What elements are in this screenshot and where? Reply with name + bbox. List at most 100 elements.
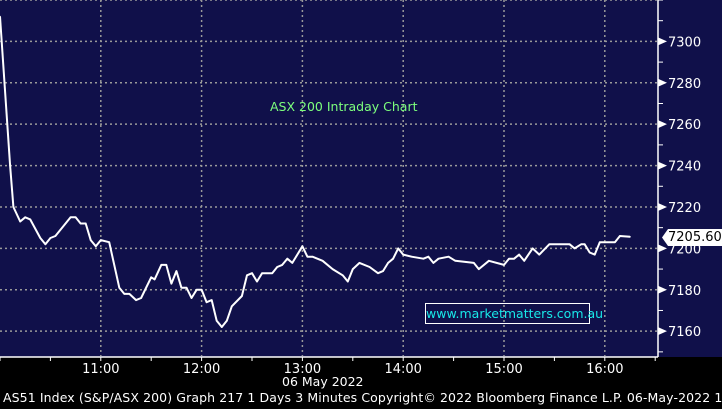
- data-point: [341, 274, 344, 277]
- data-point: [382, 270, 384, 272]
- data-point: [629, 235, 631, 238]
- x-tick-label: 14:00: [384, 362, 421, 377]
- y-tick-marker: [658, 327, 667, 336]
- data-point: [281, 264, 284, 266]
- data-point: [619, 235, 621, 237]
- data-point: [231, 305, 233, 308]
- data-point: [437, 257, 440, 260]
- data-point: [0, 15, 1, 18]
- data-point: [392, 257, 394, 260]
- data-point: [84, 222, 87, 225]
- data-point: [118, 286, 121, 289]
- data-point: [160, 264, 163, 266]
- data-point: [271, 272, 273, 275]
- data-point: [220, 326, 223, 328]
- y-tick-label: 7240: [668, 160, 701, 175]
- data-point: [54, 235, 57, 237]
- data-point: [19, 220, 21, 223]
- data-point: [321, 259, 324, 262]
- data-point: [397, 247, 399, 250]
- x-tick-label: 11:00: [82, 362, 119, 377]
- x-tick-label: 15:00: [485, 362, 522, 377]
- data-point: [29, 218, 32, 221]
- data-point: [331, 268, 334, 270]
- data-point: [583, 243, 586, 246]
- data-point: [368, 266, 371, 268]
- data-point: [301, 245, 304, 248]
- data-point: [195, 288, 198, 291]
- data-point: [432, 262, 435, 264]
- data-point: [100, 239, 102, 241]
- data-point: [200, 288, 203, 291]
- data-point: [135, 299, 137, 301]
- data-point: [387, 262, 389, 264]
- data-point: [588, 251, 591, 254]
- data-point: [128, 293, 131, 295]
- data-point: [447, 255, 450, 258]
- data-point: [74, 216, 77, 219]
- data-point: [215, 320, 218, 322]
- y-tick-marker: [658, 285, 667, 294]
- data-point: [311, 255, 314, 258]
- data-point: [140, 297, 142, 299]
- y-tick-marker: [658, 120, 667, 129]
- date-label: 06 May 2022: [282, 374, 364, 389]
- data-point: [165, 264, 168, 266]
- data-point: [123, 293, 126, 295]
- data-point: [598, 241, 601, 243]
- data-point: [246, 274, 248, 277]
- data-point: [291, 262, 294, 264]
- y-tick-label: 7280: [668, 77, 701, 92]
- series-line-group: [0, 15, 631, 328]
- data-point: [580, 243, 583, 246]
- data-point: [89, 239, 92, 241]
- data-point: [573, 247, 576, 250]
- data-point: [531, 247, 534, 250]
- data-point: [306, 255, 309, 258]
- y-tick-label: 7220: [668, 201, 701, 216]
- plot-background: [0, 0, 722, 357]
- data-point: [276, 266, 279, 268]
- x-tick-label: 13:00: [284, 362, 321, 377]
- y-tick-marker: [658, 78, 667, 87]
- watermark-link[interactable]: www.marketmatters.com.au: [425, 303, 603, 324]
- data-point: [108, 241, 110, 243]
- y-tick-marker: [658, 161, 667, 170]
- last-value-label: 7205.600: [662, 229, 722, 246]
- data-point: [523, 259, 525, 262]
- data-point: [427, 255, 430, 258]
- data-point: [422, 257, 425, 260]
- chart-title: ASX 200 Intraday Chart: [270, 99, 418, 114]
- data-point: [49, 237, 52, 239]
- data-point: [153, 278, 156, 281]
- y-tick-marker: [658, 37, 667, 46]
- data-point: [508, 257, 510, 260]
- data-point: [241, 295, 243, 297]
- data-point: [190, 297, 193, 299]
- data-point: [261, 272, 263, 275]
- data-point: [513, 257, 515, 260]
- data-point: [548, 243, 551, 246]
- data-point: [24, 216, 27, 219]
- data-point: [377, 272, 379, 275]
- data-point: [79, 222, 82, 225]
- y-tick-label: 7260: [668, 118, 701, 133]
- data-point: [402, 253, 405, 256]
- data-point: [185, 286, 188, 289]
- y-tick-marker: [658, 244, 667, 253]
- data-point: [170, 282, 173, 285]
- data-point: [472, 262, 475, 264]
- grid: [0, 0, 658, 356]
- y-tick-marker: [658, 202, 667, 211]
- data-point: [454, 259, 457, 262]
- data-point: [9, 164, 11, 167]
- data-point: [150, 276, 152, 279]
- data-point: [210, 299, 213, 301]
- data-point: [568, 243, 571, 246]
- data-point: [358, 262, 361, 264]
- y-tick-label: 7300: [668, 35, 701, 50]
- y-tick-label: 7180: [668, 284, 701, 299]
- data-point: [558, 243, 561, 246]
